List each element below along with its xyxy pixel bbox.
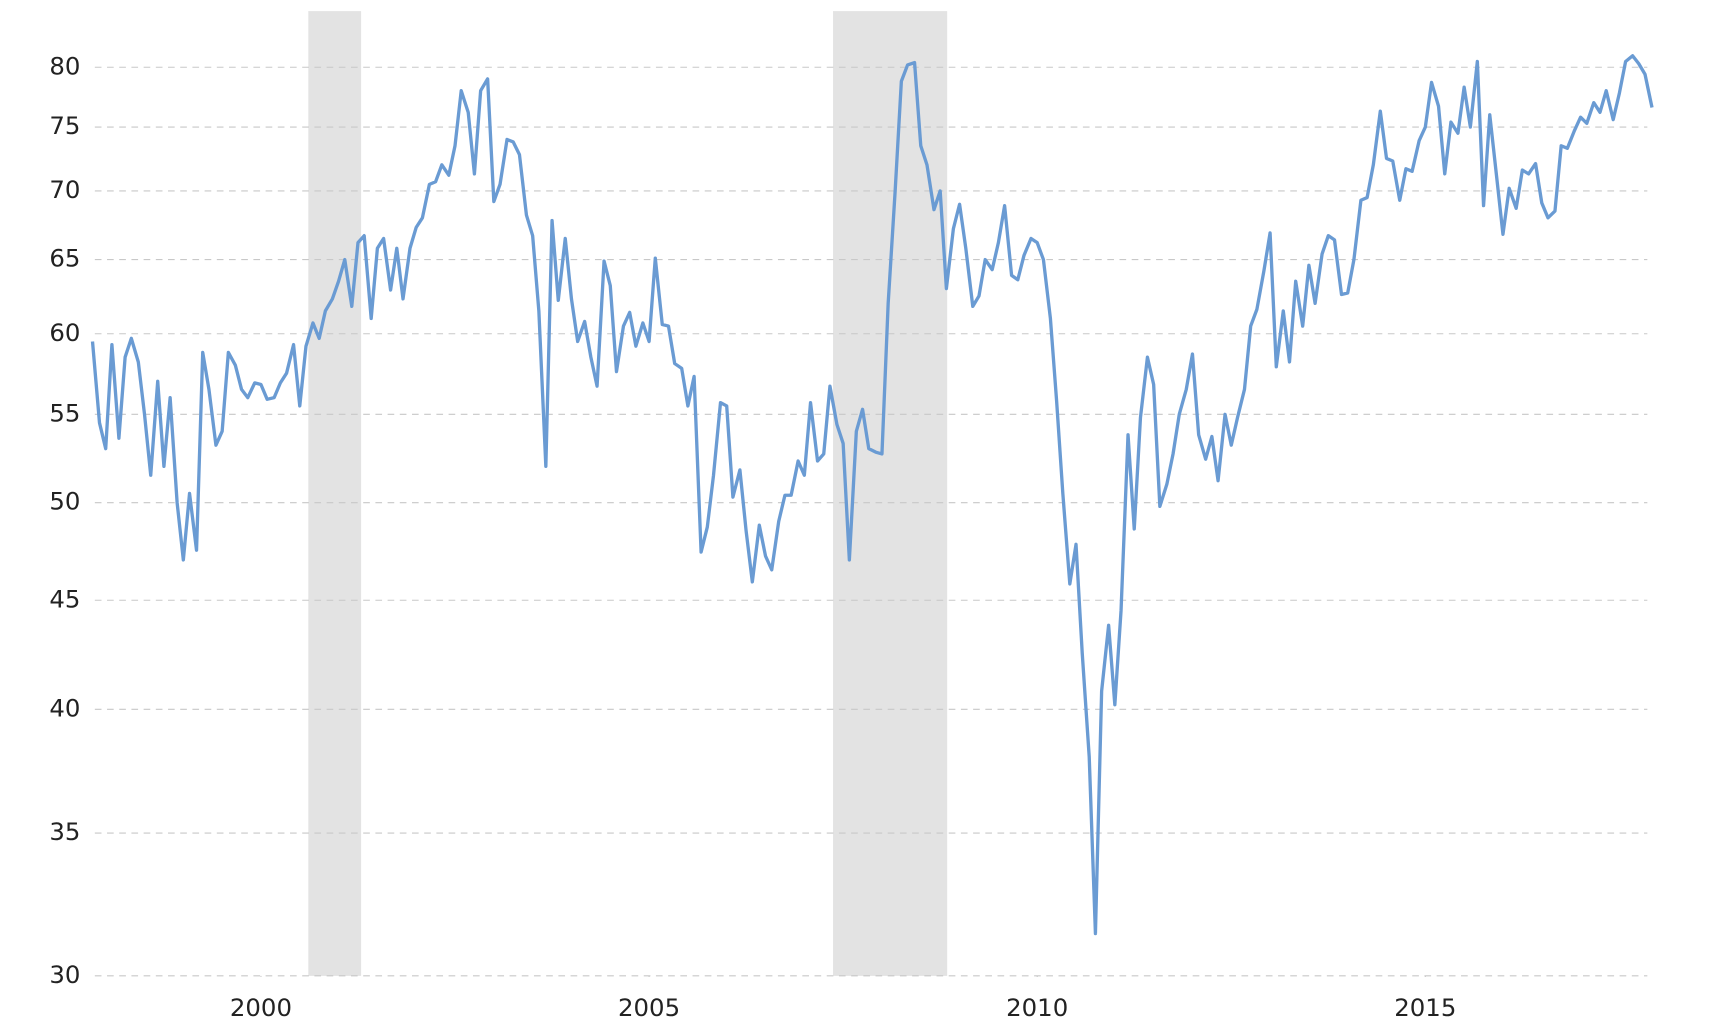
y-tick-label: 55 [49, 398, 80, 427]
x-tick-label: 2005 [618, 993, 680, 1018]
y-tick-label: 75 [49, 111, 80, 140]
y-tick-label: 45 [49, 584, 80, 613]
y-tick-label: 70 [49, 175, 80, 204]
y-tick-label: 65 [49, 244, 80, 273]
y-tick-label: 60 [49, 318, 80, 347]
x-tick-label: 2010 [1006, 993, 1068, 1018]
y-tick-label: 30 [49, 960, 80, 989]
x-tick-label: 2000 [230, 993, 292, 1018]
recession-shade [833, 11, 948, 976]
x-tick-label: 2015 [1394, 993, 1456, 1018]
data-line [90, 54, 1654, 936]
y-tick-label: 50 [49, 487, 80, 516]
recession-shade [308, 11, 362, 976]
y-tick-label: 40 [49, 693, 80, 722]
y-tick-label: 80 [49, 51, 80, 80]
y-tick-label: 35 [49, 817, 80, 846]
